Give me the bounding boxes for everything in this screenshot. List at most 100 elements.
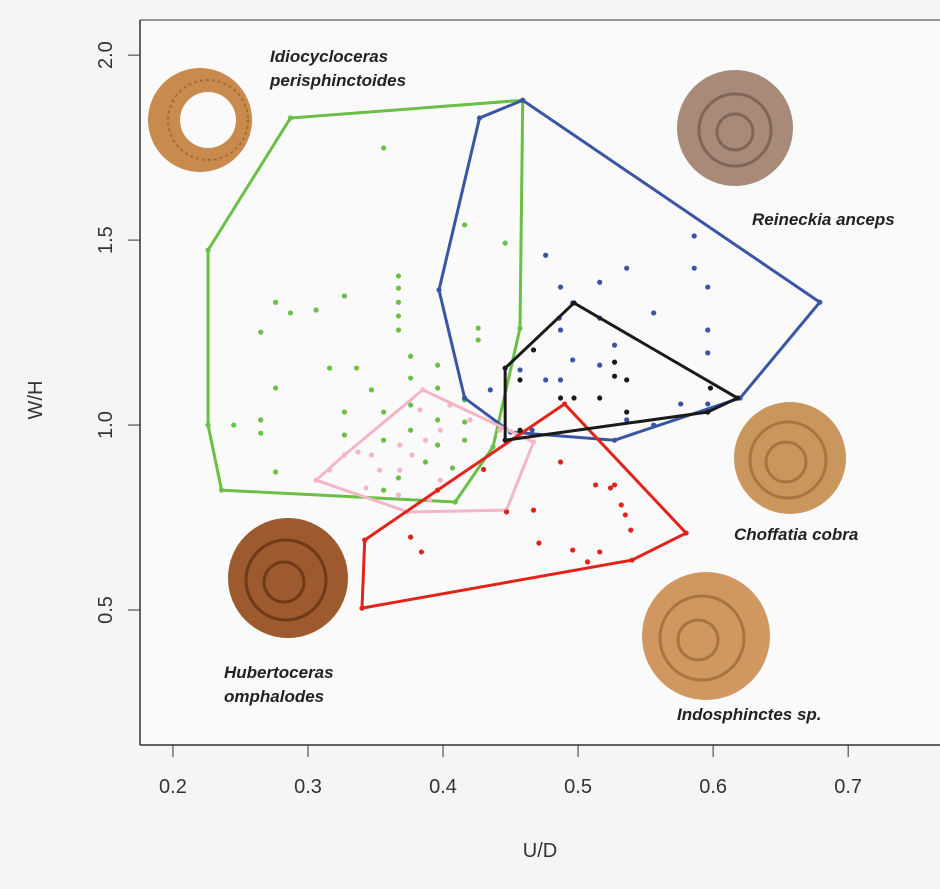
point — [368, 387, 375, 393]
fossil — [642, 572, 770, 700]
point — [205, 422, 211, 428]
point — [584, 559, 591, 565]
point — [611, 342, 618, 348]
x-tick-label: 0.7 — [834, 776, 862, 798]
point — [313, 477, 319, 483]
point — [611, 437, 618, 443]
species-label-line: Hubertoceras — [224, 663, 334, 682]
point — [341, 452, 348, 458]
point — [705, 350, 711, 356]
species-label: Indosphinctes sp. — [677, 705, 822, 724]
point — [503, 509, 510, 515]
point — [462, 222, 468, 228]
point — [408, 402, 414, 408]
point — [475, 325, 481, 331]
point — [395, 285, 402, 291]
point — [395, 313, 402, 319]
y-tick-label: 1.5 — [95, 226, 117, 254]
point — [408, 353, 414, 359]
point — [487, 387, 493, 393]
point — [557, 327, 564, 333]
point — [618, 502, 624, 508]
point — [422, 459, 429, 465]
x-tick-label: 0.3 — [294, 776, 322, 798]
point — [557, 377, 564, 383]
y-tick-label: 2.0 — [95, 41, 117, 69]
point — [597, 362, 603, 368]
point — [611, 359, 618, 365]
point — [622, 512, 628, 518]
point — [272, 385, 279, 391]
point — [408, 375, 414, 381]
point — [327, 467, 333, 473]
point — [258, 430, 264, 436]
point — [490, 444, 496, 450]
point — [381, 487, 387, 493]
point — [272, 469, 279, 475]
point — [258, 417, 264, 423]
point — [363, 485, 369, 491]
point — [561, 401, 568, 407]
point — [408, 534, 414, 540]
point — [452, 499, 458, 505]
y-axis-title: W/H — [25, 381, 47, 420]
point — [395, 492, 402, 498]
point — [381, 145, 387, 151]
point — [705, 327, 711, 333]
point — [557, 395, 564, 401]
point — [341, 293, 348, 299]
point — [475, 337, 481, 343]
point — [437, 477, 443, 483]
point — [395, 327, 402, 333]
point — [231, 422, 237, 428]
point — [517, 367, 523, 373]
point — [705, 409, 711, 415]
point — [467, 417, 473, 423]
point — [651, 310, 657, 316]
fossil — [734, 402, 846, 514]
point — [571, 300, 577, 306]
point — [530, 507, 537, 513]
point — [272, 299, 279, 305]
point — [517, 377, 523, 383]
point — [327, 365, 333, 371]
point — [629, 557, 635, 563]
point — [341, 432, 348, 438]
point — [418, 549, 425, 555]
point — [408, 427, 414, 433]
species-label-line: perisphinctoides — [269, 71, 406, 90]
species-label-line: omphalodes — [224, 687, 324, 706]
point — [435, 385, 441, 391]
point — [409, 452, 415, 458]
x-tick-label: 0.2 — [159, 776, 187, 798]
point — [502, 240, 508, 246]
point — [597, 395, 603, 401]
point — [611, 373, 618, 379]
plot-area — [140, 20, 940, 745]
point — [502, 365, 508, 371]
point — [597, 279, 603, 285]
point — [368, 452, 375, 458]
point — [476, 115, 483, 121]
point — [205, 247, 211, 253]
point — [417, 407, 423, 413]
point — [426, 497, 433, 503]
x-tick-label: 0.5 — [564, 776, 592, 798]
species-label-line: Idiocycloceras — [270, 47, 388, 66]
point — [502, 437, 508, 443]
point — [570, 357, 576, 363]
point — [447, 402, 453, 408]
fossil — [677, 70, 793, 186]
point — [218, 487, 225, 493]
point — [395, 475, 402, 481]
point — [624, 377, 630, 383]
point — [611, 482, 618, 488]
point — [435, 417, 441, 423]
point — [313, 307, 319, 313]
point — [557, 284, 564, 290]
point — [435, 487, 441, 493]
point — [683, 530, 689, 536]
point — [517, 427, 523, 433]
point — [529, 427, 535, 433]
x-tick-label: 0.4 — [429, 776, 457, 798]
